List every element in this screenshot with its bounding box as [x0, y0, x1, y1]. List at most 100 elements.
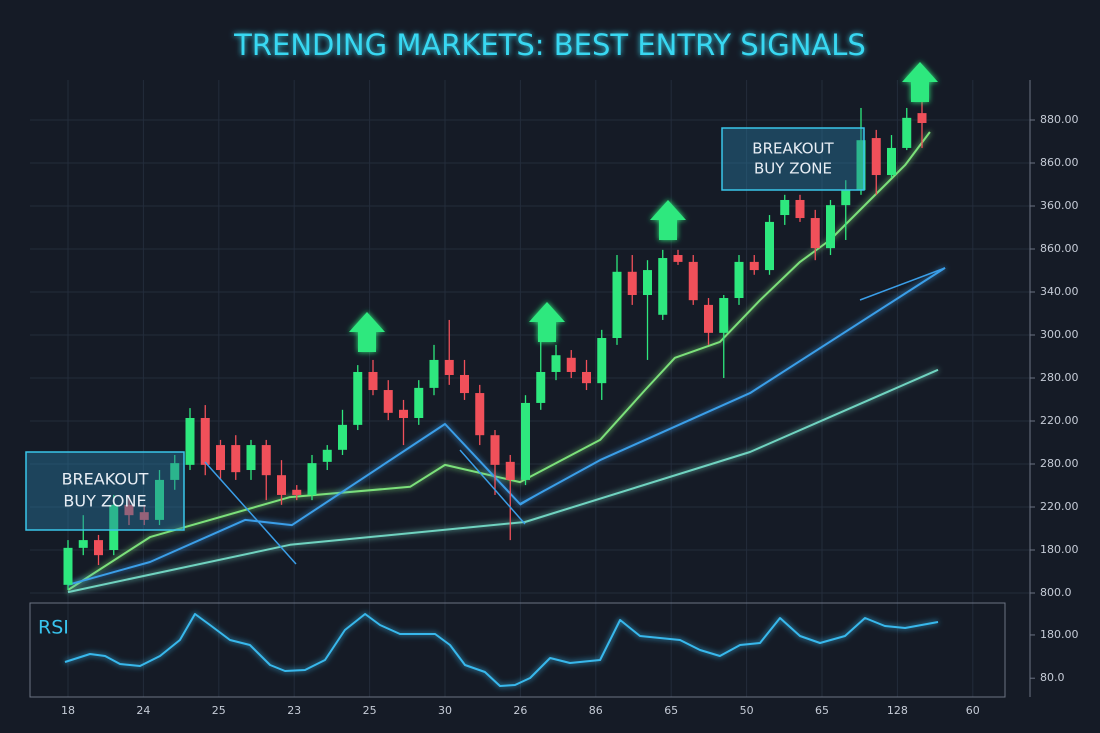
- candle-body: [338, 424, 347, 450]
- y-tick-label: 180.00: [1040, 543, 1079, 556]
- candle-body: [826, 205, 835, 249]
- plot: 800.0 180.00 220.00 280.00 220.00 280.00 300.0…: [25, 62, 1079, 717]
- candle-body: [551, 355, 561, 372]
- candle-body: [887, 147, 896, 176]
- x-tick-label: 23: [287, 704, 301, 717]
- annotation-box: [25, 451, 185, 531]
- x-tick-label: 128: [887, 704, 908, 717]
- y-tick-label: 280.00: [1040, 371, 1079, 384]
- candle-body: [612, 271, 622, 339]
- x-tick-label: 86: [589, 704, 603, 717]
- candle-body: [124, 504, 134, 516]
- candle-body: [429, 359, 439, 388]
- y-tick-label: 280.00: [1040, 457, 1079, 470]
- x-tick-label: 65: [664, 704, 678, 717]
- candle-body: [673, 255, 683, 262]
- y-tick-label: 220.00: [1040, 414, 1079, 427]
- x-tick-label: 50: [740, 704, 754, 717]
- y-tick-label: 880.00: [1040, 113, 1079, 126]
- candle-body: [780, 199, 790, 216]
- x-tick-label: 25: [363, 704, 377, 717]
- signal-arrow: [349, 312, 385, 352]
- signal-arrow: [529, 302, 565, 342]
- candle-body: [63, 547, 73, 585]
- candle-body: [810, 218, 820, 249]
- trend-arrow: [459, 449, 526, 525]
- candle-body: [765, 221, 774, 271]
- candle-body: [688, 261, 698, 301]
- candle-body: [658, 258, 668, 315]
- x-tick-label: 26: [513, 704, 527, 717]
- candle-body: [383, 390, 393, 413]
- candle-body: [582, 371, 591, 384]
- y-tick-label: 800.0: [1040, 586, 1072, 599]
- candle-body: [322, 449, 332, 462]
- candle-body: [155, 479, 164, 520]
- line-series: [64, 613, 939, 687]
- annotation-text: BUY ZONE: [63, 492, 146, 511]
- chart-title: TRENDING MARKETS: BEST ENTRY SIGNALS: [233, 28, 866, 62]
- trend-arrow: [204, 461, 297, 565]
- y-tick-label: 860.00: [1040, 242, 1079, 255]
- x-tick-label: 65: [815, 704, 829, 717]
- candle-body: [643, 270, 652, 296]
- candle-body: [627, 271, 637, 296]
- signal-arrow: [902, 62, 938, 102]
- candle-body: [307, 463, 317, 495]
- candle-body: [292, 489, 302, 495]
- rsi-label: RSI: [38, 617, 69, 639]
- candle-body: [414, 387, 424, 418]
- y-tick-label: 300.00: [1040, 328, 1079, 341]
- annotation-box: [721, 127, 865, 191]
- candle-body: [109, 504, 119, 550]
- candle-body: [902, 117, 912, 148]
- y-tick-label: 80.0: [1040, 671, 1065, 684]
- candle-body: [353, 371, 363, 425]
- candle-body: [277, 475, 286, 495]
- candle-body: [139, 512, 149, 520]
- annotation-text: BUY ZONE: [754, 160, 832, 178]
- x-tick-label: 18: [61, 704, 75, 717]
- y-tick-label: 180.00: [1040, 628, 1079, 641]
- candle-body: [78, 540, 88, 548]
- y-tick-label: 360.00: [1040, 199, 1079, 212]
- y-tick-label: 340.00: [1040, 285, 1079, 298]
- y-tick-label: 220.00: [1040, 500, 1079, 513]
- candle-body: [399, 409, 408, 418]
- candle-body: [261, 445, 271, 476]
- candle-body: [749, 261, 759, 271]
- candle-body: [246, 445, 256, 471]
- candle-body: [475, 393, 485, 436]
- candle-body: [536, 371, 546, 403]
- x-tick-label: 60: [966, 704, 980, 717]
- candle-body: [94, 540, 103, 556]
- candle-body: [841, 190, 851, 206]
- candle-body: [704, 304, 713, 333]
- candle-body: [231, 445, 241, 473]
- y-tick-label: 860.00: [1040, 156, 1079, 169]
- line-series: [67, 368, 939, 594]
- candle-body: [856, 140, 866, 191]
- candle-body: [368, 371, 378, 391]
- candle-body: [566, 357, 576, 372]
- candle-body: [871, 138, 881, 176]
- annotation-text: BREAKOUT: [752, 140, 834, 158]
- x-tick-label: 24: [136, 704, 150, 717]
- candle-body: [597, 338, 607, 384]
- line-series: [67, 267, 946, 586]
- candle-body: [521, 402, 530, 480]
- trend-arrow: [519, 489, 546, 506]
- x-tick-label: 30: [438, 704, 452, 717]
- candle-body: [490, 435, 500, 465]
- x-tick-label: 25: [212, 704, 226, 717]
- candle-body: [216, 445, 225, 471]
- rsi-panel: [29, 602, 1006, 698]
- candle-body: [170, 463, 180, 480]
- grid: [30, 80, 1030, 697]
- candle-body: [505, 461, 515, 480]
- candle-body: [734, 261, 744, 299]
- signal-arrow: [650, 200, 686, 240]
- line-series: [67, 131, 931, 591]
